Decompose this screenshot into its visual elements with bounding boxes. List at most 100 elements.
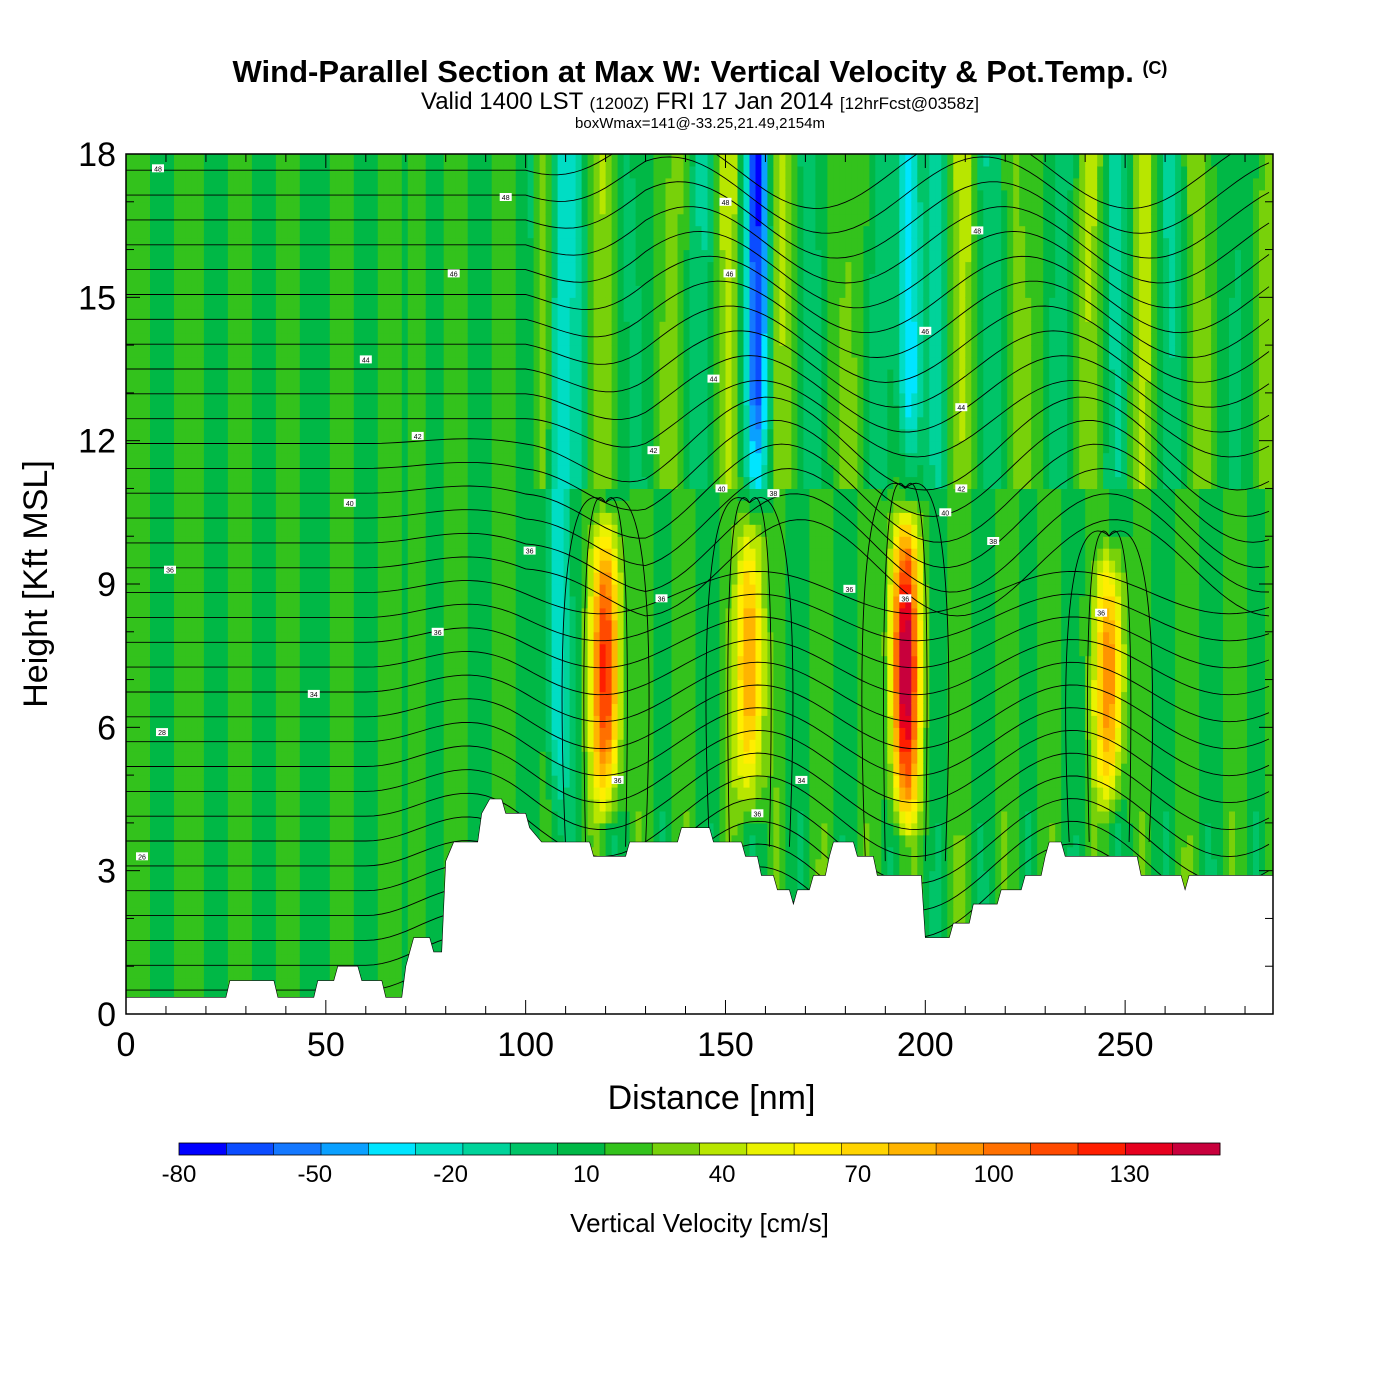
heatmap-cell: [269, 595, 277, 609]
heatmap-cell: [365, 595, 373, 609]
heatmap-cell: [174, 488, 181, 501]
heatmap-cell: [341, 177, 349, 191]
heatmap-cell: [269, 810, 277, 824]
heatmap-cell: [317, 703, 325, 716]
heatmap-cell: [156, 476, 163, 489]
heatmap-cell: [227, 584, 235, 597]
heatmap-cell: [437, 631, 445, 645]
heatmap-cell: [209, 799, 217, 812]
heatmap-cell: [359, 822, 367, 836]
heatmap-cell: [221, 846, 229, 860]
heatmap-cell: [305, 655, 313, 669]
heatmap-cell: [527, 380, 535, 394]
heatmap-cell: [317, 942, 325, 955]
heatmap-cell: [209, 727, 217, 740]
heatmap-cell: [377, 524, 385, 537]
heatmap-cell: [221, 810, 229, 824]
heatmap-cell: [185, 524, 193, 537]
heatmap-cell: [215, 703, 223, 716]
heatmap-cell: [503, 739, 511, 752]
heatmap-cell: [227, 500, 235, 513]
heatmap-cell: [203, 679, 211, 693]
heatmap-cell: [233, 751, 241, 764]
heatmap-cell: [180, 882, 187, 896]
heatmap-cell: [419, 237, 427, 251]
heatmap-cell: [443, 763, 451, 776]
heatmap-cell: [281, 810, 289, 824]
heatmap-cell: [533, 237, 541, 251]
heatmap-cell: [132, 416, 139, 430]
heatmap-cell: [293, 452, 301, 466]
heatmap-cell: [389, 607, 397, 621]
heatmap-cell: [413, 584, 421, 597]
heatmap-cell: [473, 165, 481, 179]
heatmap-cell: [275, 309, 283, 322]
heatmap-cell: [533, 619, 541, 633]
heatmap-cell: [413, 357, 421, 370]
heatmap-cell: [323, 416, 331, 430]
heatmap-cell: [425, 643, 433, 657]
heatmap-cell: [144, 369, 151, 382]
heatmap-cell: [156, 380, 163, 394]
heatmap-cell: [509, 524, 517, 537]
heatmap-cell: [203, 619, 211, 633]
heatmap-cell: [132, 906, 139, 919]
heatmap-cell: [317, 560, 325, 573]
heatmap-cell: [365, 345, 373, 358]
heatmap-cell: [150, 679, 157, 693]
heatmap-cell: [431, 273, 439, 286]
heatmap-cell: [425, 631, 433, 645]
heatmap-cell: [233, 297, 241, 310]
heatmap-cell: [317, 464, 325, 478]
heatmap-cell: [293, 954, 301, 967]
heatmap-cell: [221, 560, 229, 573]
heatmap-cell: [413, 476, 421, 489]
heatmap-cell: [329, 966, 337, 979]
heatmap-cell: [144, 727, 151, 740]
heatmap-cell: [287, 464, 295, 478]
heatmap-cell: [251, 954, 259, 967]
heatmap-cell: [293, 822, 301, 836]
heatmap-cell: [209, 154, 217, 167]
heatmap-cell: [317, 918, 325, 931]
heatmap-cell: [335, 822, 343, 836]
heatmap-cell: [305, 261, 313, 274]
heatmap-cell: [347, 727, 355, 740]
heatmap-cell: [407, 619, 415, 633]
heatmap-cell: [341, 906, 349, 919]
heatmap-cell: [407, 799, 415, 812]
heatmap-cell: [197, 739, 205, 752]
heatmap-cell: [209, 165, 217, 179]
heatmap-cell: [323, 225, 331, 239]
heatmap-cell: [479, 548, 487, 561]
heatmap-cell: [185, 440, 193, 454]
heatmap-cell: [407, 357, 415, 370]
heatmap-cell: [419, 775, 427, 788]
heatmap-cell: [515, 357, 523, 370]
heatmap-cell: [275, 500, 283, 513]
heatmap-cell: [263, 595, 271, 609]
heatmap-cell: [485, 404, 493, 418]
heatmap-cell: [335, 177, 343, 191]
heatmap-cell: [491, 500, 499, 513]
heatmap-cell: [395, 416, 403, 430]
heatmap-cell: [473, 810, 481, 824]
heatmap-cell: [209, 739, 217, 752]
heatmap-cell: [275, 679, 283, 693]
heatmap-cell: [407, 225, 415, 239]
heatmap-cell: [359, 380, 367, 394]
heatmap-cell: [455, 739, 463, 752]
heatmap-cell: [407, 392, 415, 406]
heatmap-cell: [191, 799, 199, 812]
heatmap-cell: [449, 488, 457, 501]
heatmap-cell: [515, 345, 523, 358]
heatmap-cell: [401, 846, 409, 860]
heatmap-cell: [443, 631, 451, 645]
heatmap-cell: [521, 536, 529, 549]
heatmap-cell: [174, 739, 181, 752]
heatmap-cell: [257, 572, 265, 585]
heatmap-cell: [449, 369, 457, 382]
heatmap-cell: [138, 775, 145, 788]
heatmap-cell: [431, 380, 439, 394]
heatmap-cell: [443, 787, 451, 800]
